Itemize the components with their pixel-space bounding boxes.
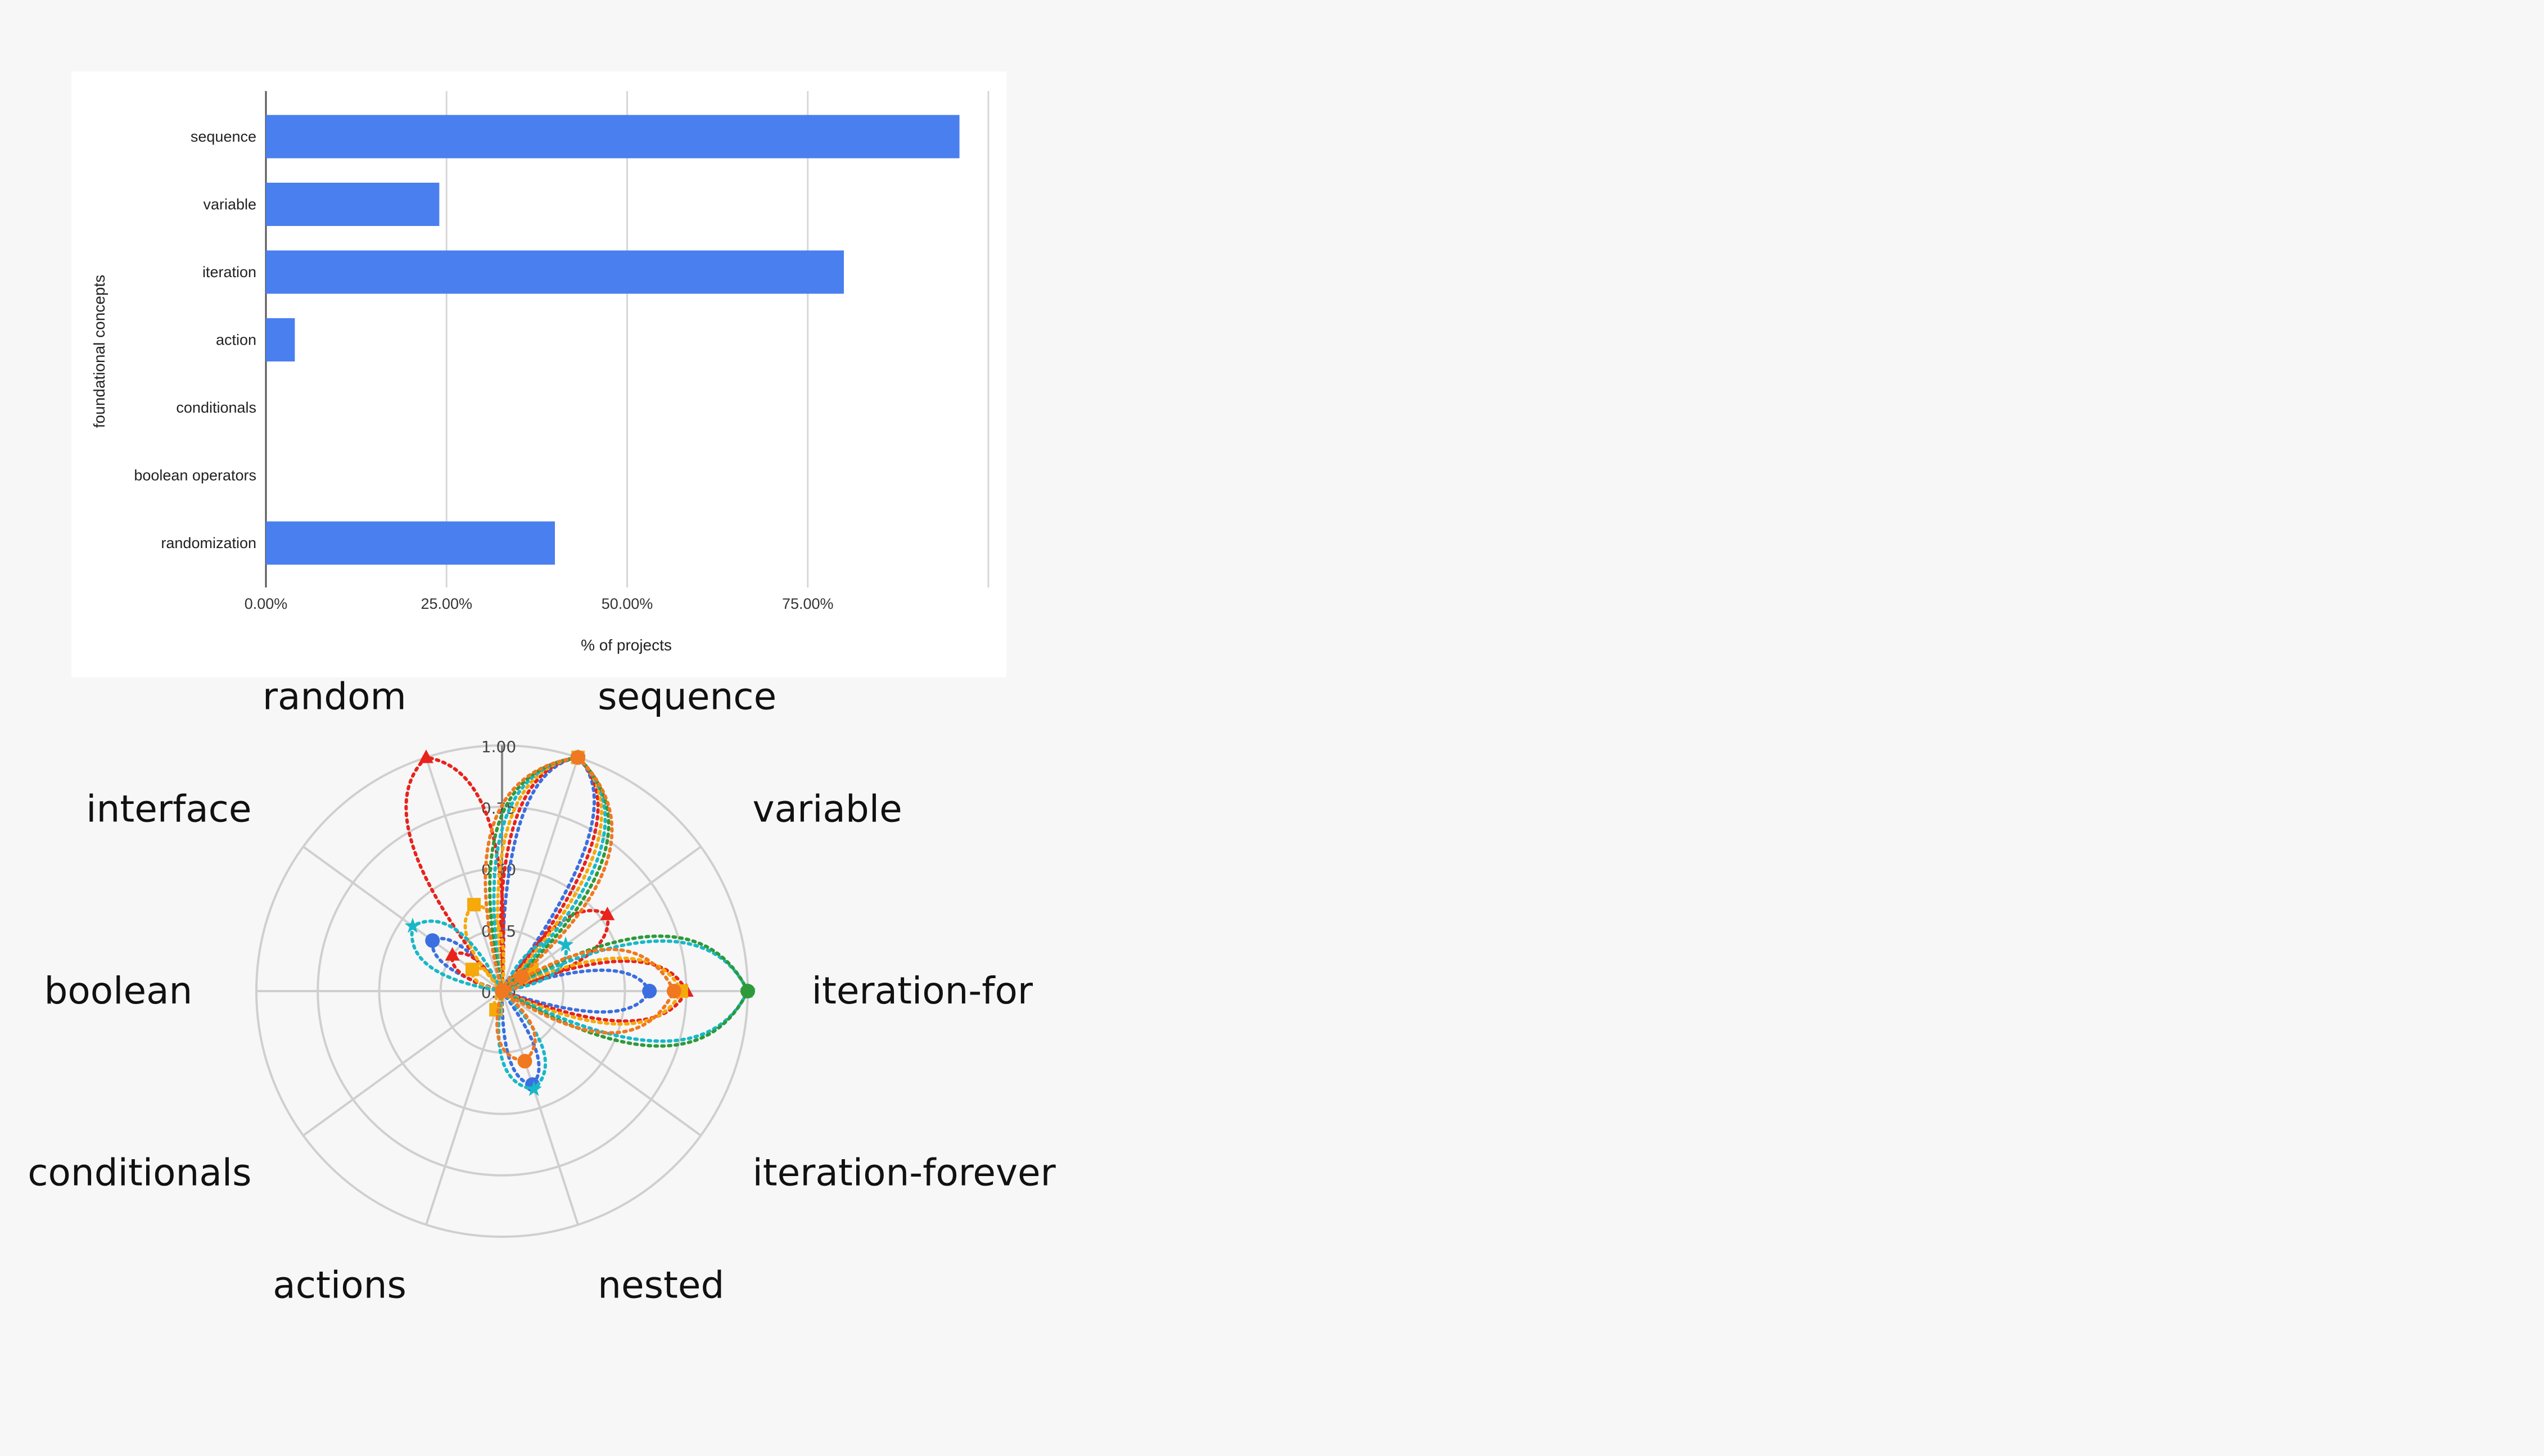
bar: [266, 115, 960, 159]
bar-category-label: iteration: [202, 264, 256, 281]
bar-category-label: action: [216, 332, 256, 349]
bar-category-label: boolean operators: [134, 467, 256, 484]
bar-chart: sequence variable iteration action condition…: [71, 71, 1006, 677]
radar-spoke: [302, 990, 503, 1137]
radar-series-group: [484, 750, 681, 1069]
radar-spoke: [425, 991, 503, 1226]
radar-point: [467, 898, 481, 912]
radar-axis-label: conditionals: [28, 1151, 251, 1195]
radar-point: [642, 984, 657, 998]
radar-spoke: [501, 757, 579, 992]
radar-series-group: [404, 749, 756, 1096]
radar-axis-label: random: [263, 675, 406, 718]
bar-chart-background: [71, 71, 1006, 677]
radar-point: [445, 947, 460, 961]
radar-axis-label: boolean: [44, 969, 193, 1012]
radar-axis-label: iteration-forever: [752, 1151, 1056, 1195]
bar: [266, 521, 555, 565]
bar-category-label: conditionals: [176, 399, 256, 416]
bar-chart-category-labels: sequence variable iteration action condition…: [134, 128, 256, 551]
radar-series: [404, 749, 756, 1096]
bar-x-tick-label: 50.00%: [602, 595, 653, 612]
radar-spoke: [501, 990, 702, 1137]
radar-axis-label: interface: [86, 787, 251, 830]
radar-point: [571, 750, 586, 765]
radar-chart: 0.000.250.500.751.00 sequencevariableite…: [28, 675, 1056, 1306]
radar-point: [666, 984, 681, 998]
bar-category-label: randomization: [161, 535, 256, 551]
radar-point: [600, 906, 615, 920]
radar-tick-label: 1.00: [481, 738, 516, 756]
radar-point: [404, 917, 421, 933]
radar-axis-label: iteration-for: [812, 969, 1033, 1012]
radar-axis-labels: sequence variable iteration-for iteration-f…: [28, 675, 1056, 1306]
radar-axis-label: nested: [598, 1264, 724, 1307]
radar-series-group: [404, 749, 694, 1023]
radar-axis-label: sequence: [598, 675, 776, 718]
radar-point: [526, 1080, 542, 1096]
bar-x-tick-label: 75.00%: [782, 595, 834, 612]
bar: [266, 318, 295, 361]
bar-chart-y-axis-label: foundational concepts: [91, 275, 108, 428]
bar-category-label: variable: [203, 196, 256, 213]
radar-spoke: [425, 757, 503, 992]
radar-series-line: [495, 989, 537, 1063]
radar-point: [557, 936, 574, 952]
radar-axis-label: actions: [273, 1264, 406, 1307]
bar-category-label: sequence: [191, 128, 256, 145]
bar-chart-bars: [266, 115, 960, 565]
bar-chart-tick-labels: 0.00% 25.00% 50.00% 75.00%: [245, 595, 834, 612]
radar-point: [740, 984, 755, 998]
radar-point: [517, 1053, 532, 1069]
radar-spoke: [501, 991, 579, 1226]
radar-point: [465, 962, 479, 976]
bar: [266, 183, 440, 226]
bar-chart-x-axis-label: % of projects: [581, 636, 672, 654]
radar-point: [418, 749, 433, 763]
bar: [266, 250, 844, 294]
bar-x-tick-label: 0.00%: [245, 595, 288, 612]
radar-point: [495, 984, 509, 998]
radar-axis-label: variable: [752, 787, 902, 830]
radar-point: [425, 933, 440, 948]
bar-x-tick-label: 25.00%: [421, 595, 472, 612]
